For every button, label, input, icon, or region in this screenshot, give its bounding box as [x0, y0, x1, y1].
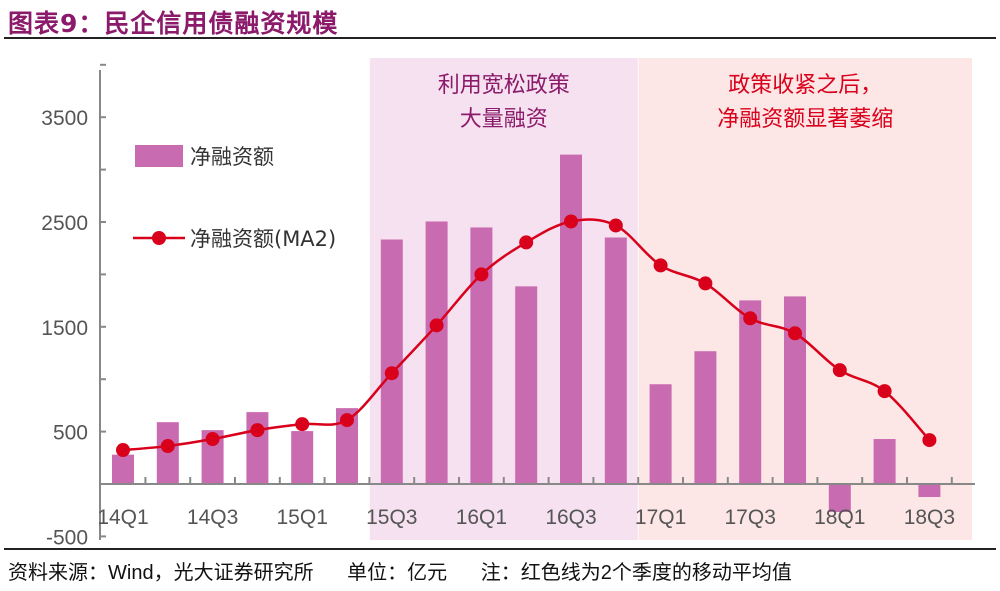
ma2-point-15Q4	[429, 318, 444, 333]
x-tick-label: 18Q1	[814, 506, 865, 529]
y-tick-label: 3500	[41, 107, 88, 130]
footer: 资料来源：Wind，光大证券研究所 单位：亿元 注：红色线为2个季度的移动平均值	[8, 556, 820, 585]
x-tick-label: 14Q3	[187, 506, 238, 529]
annotation-text: 净融资额显著萎缩	[717, 107, 893, 132]
annotation-text: 利用宽松政策	[438, 73, 570, 98]
shaded-region-1	[369, 58, 638, 540]
x-tick-label: 16Q1	[456, 506, 507, 529]
x-tick-label: 17Q1	[635, 506, 686, 529]
ma2-point-17Q3	[743, 311, 758, 326]
ma2-point-15Q1	[295, 417, 310, 432]
ma2-point-14Q2	[160, 439, 175, 454]
title-rule	[4, 37, 996, 39]
bar-16Q2	[515, 286, 538, 484]
x-tick-label: 15Q1	[277, 506, 328, 529]
bar-14Q3	[201, 430, 224, 484]
bar-17Q1	[649, 384, 672, 484]
source-note: 资料来源：Wind，光大证券研究所	[8, 562, 314, 584]
bar-15Q1	[291, 431, 314, 484]
ma2-point-15Q2	[340, 413, 354, 428]
bar-18Q3	[918, 484, 941, 497]
bar-18Q1	[828, 484, 851, 512]
bar-17Q3	[739, 300, 762, 484]
annotation-text: 大量融资	[460, 107, 548, 132]
ma2-point-16Q4	[608, 218, 623, 233]
ma2-point-15Q3	[384, 366, 399, 381]
ma2-point-18Q3	[922, 433, 937, 448]
unit-note: 单位：亿元	[347, 562, 448, 584]
y-tick-label: 500	[53, 422, 88, 445]
ma2-point-17Q4	[788, 326, 802, 341]
ma2-point-16Q1	[474, 267, 489, 282]
bar-14Q2	[156, 422, 179, 484]
y-tick-label: 2500	[41, 212, 88, 235]
ma-note: 注：红色线为2个季度的移动平均值	[480, 562, 792, 584]
x-tick-label: 15Q3	[366, 506, 417, 529]
legend-line-label: 净融资额(MA2)	[190, 227, 336, 251]
ma2-point-14Q3	[205, 432, 220, 447]
ma2-point-16Q2	[519, 235, 534, 250]
bar-15Q3	[380, 239, 403, 484]
bar-16Q1	[470, 227, 493, 485]
bar-15Q4	[425, 221, 448, 484]
ma2-point-17Q1	[653, 258, 668, 273]
bar-18Q2	[873, 439, 896, 484]
ma2-point-18Q1	[832, 363, 847, 378]
bar-14Q4	[246, 412, 269, 484]
bar-16Q3	[560, 154, 582, 485]
x-tick-label: 18Q3	[904, 506, 955, 529]
ma2-point-14Q4	[250, 423, 265, 438]
ma2-point-14Q1	[116, 443, 130, 458]
x-tick-label: 14Q1	[97, 506, 148, 529]
legend-bar-swatch	[135, 145, 183, 167]
ma2-point-17Q2	[698, 276, 713, 291]
y-tick-label: -500	[46, 526, 88, 549]
footer-rule	[4, 548, 996, 550]
annotation-text: 政策收紧之后，	[728, 73, 882, 98]
legend-bar-label: 净融资额	[190, 145, 274, 169]
legend-line-marker	[152, 231, 166, 245]
ma2-point-16Q3	[564, 214, 578, 229]
bar-17Q2	[694, 351, 717, 484]
x-tick-label: 17Q3	[725, 506, 776, 529]
y-tick-label: 1500	[41, 317, 88, 340]
ma2-point-18Q2	[877, 384, 892, 399]
figure-title: 图表9：民企信用债融资规模	[8, 9, 339, 38]
bar-15Q2	[336, 408, 358, 484]
bar-16Q4	[604, 237, 627, 484]
bar-17Q4	[784, 296, 806, 484]
x-tick-label: 16Q3	[545, 506, 596, 529]
bar-14Q1	[112, 454, 134, 484]
